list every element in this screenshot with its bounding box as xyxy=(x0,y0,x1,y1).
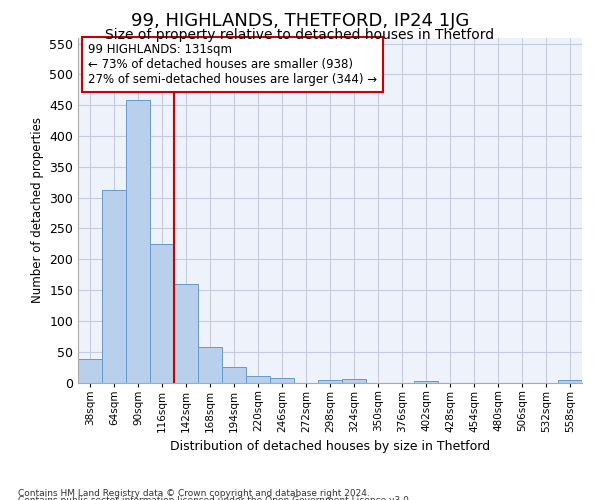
Bar xyxy=(198,348,222,382)
Bar xyxy=(78,359,102,382)
Y-axis label: Number of detached properties: Number of detached properties xyxy=(31,117,44,303)
Text: 99, HIGHLANDS, THETFORD, IP24 1JG: 99, HIGHLANDS, THETFORD, IP24 1JG xyxy=(131,12,469,30)
Bar xyxy=(270,378,294,382)
X-axis label: Distribution of detached houses by size in Thetford: Distribution of detached houses by size … xyxy=(170,440,490,453)
Bar xyxy=(558,380,582,382)
Text: Contains public sector information licensed under the Open Government Licence v3: Contains public sector information licen… xyxy=(18,496,412,500)
Bar xyxy=(414,380,438,382)
Bar xyxy=(102,190,126,382)
Bar xyxy=(342,379,366,382)
Text: Contains HM Land Registry data © Crown copyright and database right 2024.: Contains HM Land Registry data © Crown c… xyxy=(18,489,370,498)
Bar xyxy=(222,367,246,382)
Text: 99 HIGHLANDS: 131sqm
← 73% of detached houses are smaller (938)
27% of semi-deta: 99 HIGHLANDS: 131sqm ← 73% of detached h… xyxy=(88,42,377,86)
Bar xyxy=(150,244,174,382)
Bar xyxy=(246,376,270,382)
Bar xyxy=(318,380,342,382)
Bar xyxy=(174,284,198,382)
Bar xyxy=(126,100,150,382)
Text: Size of property relative to detached houses in Thetford: Size of property relative to detached ho… xyxy=(106,28,494,42)
